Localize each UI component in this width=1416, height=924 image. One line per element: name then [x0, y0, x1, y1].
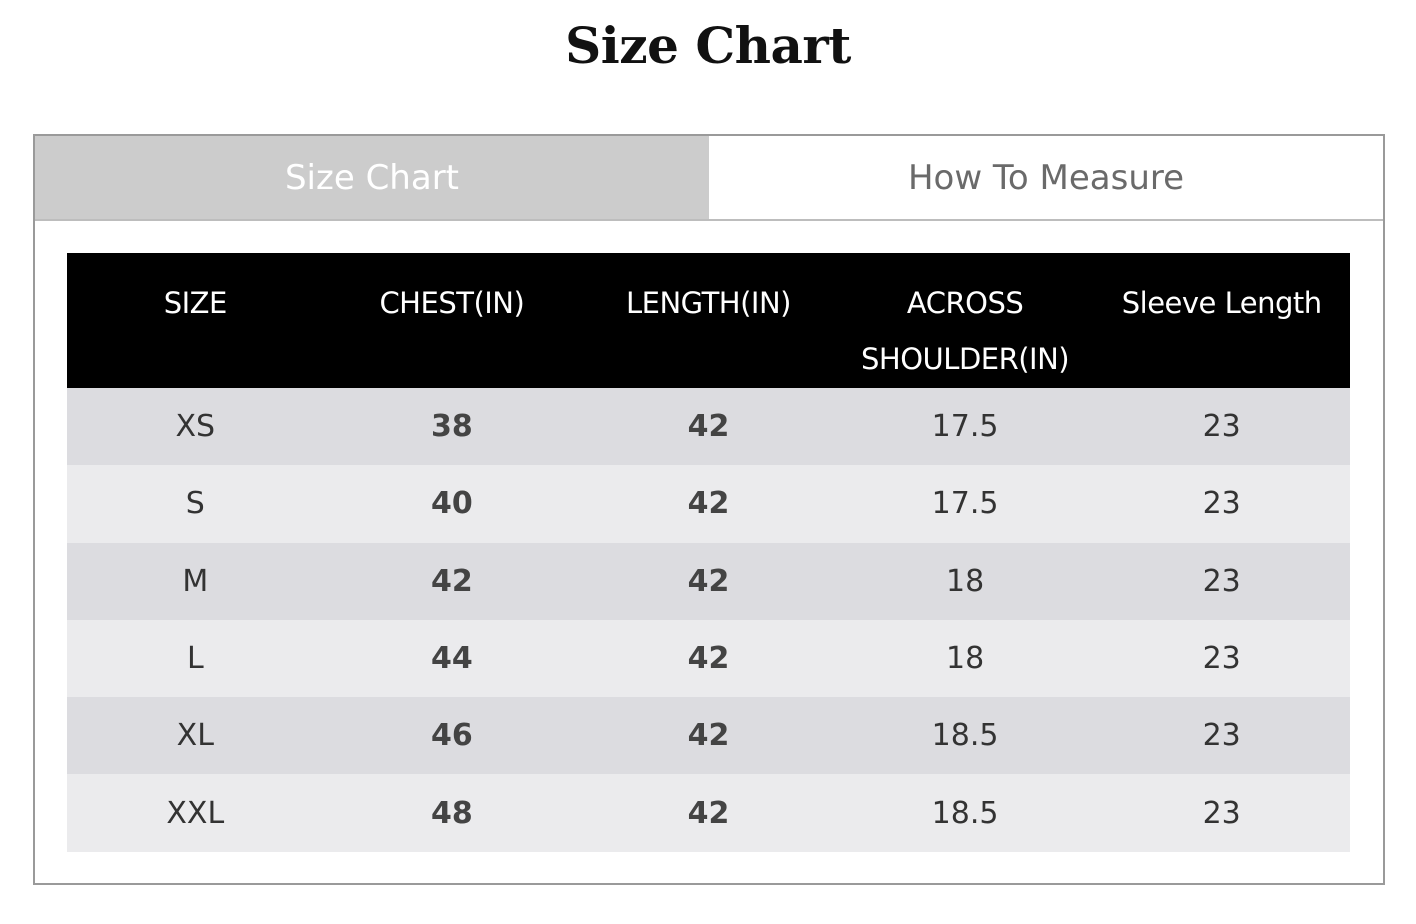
column-header: SIZE [67, 253, 324, 388]
table-cell: 18 [836, 542, 1094, 620]
table-cell: 42 [580, 542, 837, 620]
table-row: L 44 42 18 23 [67, 619, 1350, 698]
table-row: M 42 42 18 23 [67, 542, 1350, 620]
size-chart-panel: Size Chart How To Measure SIZE CHEST(IN) L… [33, 134, 1385, 885]
table-cell: XL [67, 697, 324, 775]
column-header: LENGTH(IN) [580, 253, 837, 388]
table-cell: 42 [580, 619, 837, 698]
table-cell: 38 [323, 388, 581, 466]
table-cell: M [67, 542, 324, 620]
table-row: XS 38 42 17.5 23 [67, 388, 1350, 466]
table-cell: 18.5 [836, 697, 1094, 775]
table-cell: 40 [323, 465, 581, 543]
table-cell: 18.5 [836, 774, 1094, 852]
table-cell: 48 [323, 774, 581, 852]
table-row: XXL 48 42 18.5 23 [67, 774, 1350, 852]
tab-size-chart[interactable]: Size Chart [35, 136, 709, 219]
column-header: Sleeve Length [1093, 253, 1350, 388]
table-cell: 23 [1093, 697, 1350, 775]
tab-bar: Size Chart How To Measure [35, 136, 1383, 221]
table-cell: 23 [1093, 465, 1350, 543]
column-header: ACROSS SHOULDER(IN) [836, 253, 1094, 388]
table-cell: 42 [580, 388, 837, 466]
table-cell: 18 [836, 619, 1094, 698]
table-cell: 23 [1093, 619, 1350, 698]
table-row: S 40 42 17.5 23 [67, 465, 1350, 543]
tab-how-to-measure[interactable]: How To Measure [709, 136, 1383, 219]
table-cell: 42 [580, 774, 837, 852]
column-header: CHEST(IN) [323, 253, 581, 388]
table-cell: XS [67, 388, 324, 466]
table-cell: 42 [580, 465, 837, 543]
table-row: XL 46 42 18.5 23 [67, 697, 1350, 775]
table-cell: 46 [323, 697, 581, 775]
page-title: Size Chart [565, 16, 851, 75]
table-cell: L [67, 619, 324, 698]
table-cell: 42 [323, 542, 581, 620]
table-cell: 17.5 [836, 388, 1094, 466]
table-cell: 23 [1093, 388, 1350, 466]
size-table: SIZE CHEST(IN) LENGTH(IN) ACROSS SHOULDER(I… [67, 253, 1350, 852]
table-cell: 42 [580, 697, 837, 775]
table-cell: 44 [323, 619, 581, 698]
table-cell: 23 [1093, 542, 1350, 620]
table-cell: S [67, 465, 324, 543]
table-header-row: SIZE CHEST(IN) LENGTH(IN) ACROSS SHOULDER(I… [67, 253, 1350, 388]
table-cell: 23 [1093, 774, 1350, 852]
table-cell: XXL [67, 774, 324, 852]
table-cell: 17.5 [836, 465, 1094, 543]
